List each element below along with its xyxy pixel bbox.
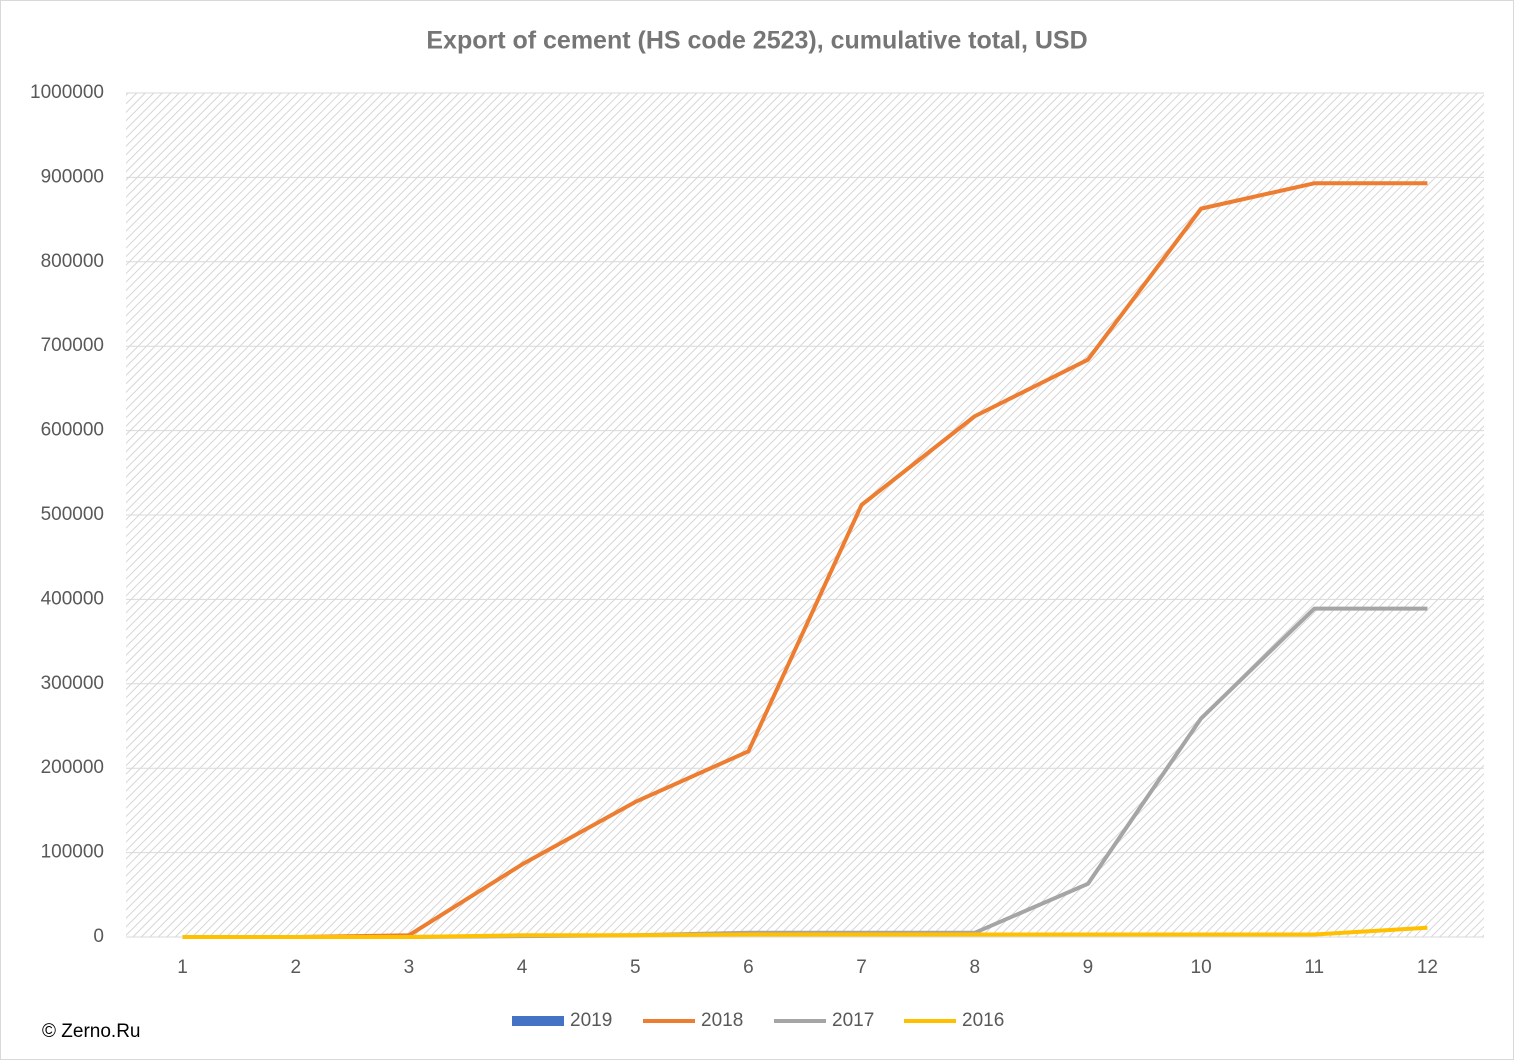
x-tick-label: 1 xyxy=(177,957,188,978)
y-tick-label: 900000 xyxy=(41,166,104,187)
x-tick-label: 5 xyxy=(630,957,641,978)
x-tick-label: 12 xyxy=(1417,957,1438,978)
y-tick-label: 300000 xyxy=(41,673,104,694)
x-tick-label: 10 xyxy=(1191,957,1212,978)
x-tick-label: 8 xyxy=(969,957,980,978)
x-tick-label: 3 xyxy=(404,957,415,978)
x-tick-label: 7 xyxy=(856,957,867,978)
y-tick-label: 100000 xyxy=(41,842,104,863)
y-tick-label: 600000 xyxy=(41,420,104,441)
y-tick-label: 500000 xyxy=(41,504,104,525)
series-line xyxy=(182,925,1428,939)
legend-label: 2019 xyxy=(570,1010,612,1031)
y-tick-label: 1000000 xyxy=(30,82,104,103)
y-tick-label: 400000 xyxy=(41,588,104,609)
legend-label: 2018 xyxy=(701,1010,743,1031)
y-tick-label: 700000 xyxy=(41,335,104,356)
y-tick-label: 0 xyxy=(93,926,104,947)
x-tick-label: 11 xyxy=(1304,957,1324,978)
legend-label: 2017 xyxy=(832,1010,874,1031)
legend-label: 2016 xyxy=(962,1010,1004,1031)
y-tick-label: 800000 xyxy=(41,251,104,272)
source-note: © Zerno.Ru xyxy=(42,1021,140,1042)
y-tick-label: 200000 xyxy=(41,757,104,778)
x-tick-label: 9 xyxy=(1083,957,1094,978)
chart-title: Export of cement (HS code 2523), cumulat… xyxy=(426,27,1087,55)
x-tick-label: 6 xyxy=(743,957,754,978)
x-tick-label: 2 xyxy=(290,957,301,978)
x-tick-label: 4 xyxy=(517,957,528,978)
